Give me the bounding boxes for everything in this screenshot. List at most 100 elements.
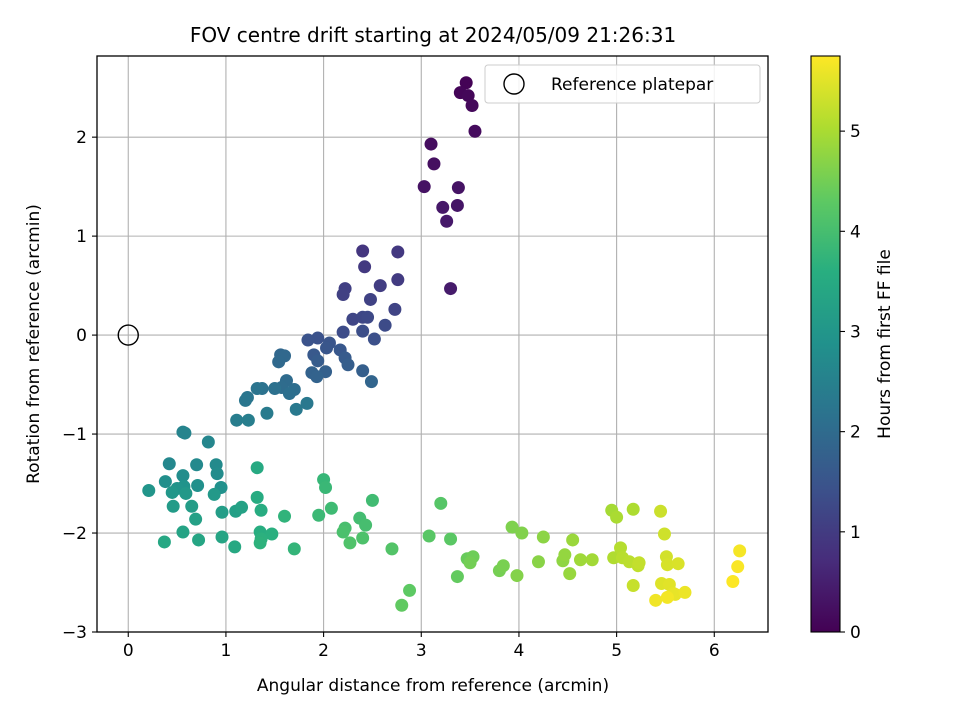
- data-point: [444, 282, 458, 296]
- reference-marker: [117, 324, 139, 346]
- data-point: [268, 382, 282, 396]
- data-point: [282, 386, 296, 400]
- data-point: [626, 502, 640, 516]
- reference-point: [117, 324, 139, 346]
- data-point: [346, 312, 360, 326]
- y-tick-label: −3: [62, 623, 87, 643]
- x-axis-label: Angular distance from reference (arcmin): [257, 676, 609, 696]
- data-point: [558, 548, 572, 562]
- data-point: [287, 542, 301, 556]
- data-point: [207, 487, 221, 501]
- data-point: [179, 486, 193, 500]
- data-point: [250, 490, 264, 504]
- y-tick-label: 1: [76, 227, 87, 247]
- data-point: [158, 475, 172, 489]
- data-points: [142, 76, 747, 612]
- data-point: [632, 556, 646, 570]
- plot-frame: [96, 55, 769, 633]
- data-point: [563, 567, 577, 581]
- x-tick-label: 4: [514, 641, 525, 661]
- data-point: [515, 526, 529, 540]
- data-point: [185, 499, 199, 513]
- data-point: [422, 529, 436, 543]
- data-point: [235, 500, 249, 514]
- data-point: [324, 501, 338, 515]
- x-tick-label: 6: [709, 641, 720, 661]
- legend-box: [484, 64, 761, 104]
- data-point: [336, 288, 350, 302]
- data-point: [388, 302, 402, 316]
- data-point: [356, 244, 370, 258]
- data-point: [250, 461, 264, 475]
- colorbar-tick-label: 3: [850, 322, 861, 342]
- x-tick-label: 1: [221, 641, 232, 661]
- data-point: [359, 518, 373, 532]
- colorbar-tick-label: 4: [850, 222, 861, 242]
- data-point: [660, 558, 674, 572]
- data-point: [614, 541, 628, 555]
- data-point: [343, 536, 357, 550]
- data-point: [166, 499, 180, 513]
- data-point: [660, 590, 674, 604]
- y-axis-ticks: −3 −2 −1 0 1 2: [62, 128, 97, 643]
- x-tick-label: 0: [123, 641, 134, 661]
- data-point: [356, 324, 370, 338]
- colorbar-label: Hours from first FF file: [875, 249, 895, 439]
- data-point: [373, 279, 387, 293]
- data-point: [510, 569, 524, 583]
- data-point: [678, 585, 692, 599]
- data-point: [649, 593, 663, 607]
- legend: Reference platepar: [484, 64, 761, 104]
- data-point: [451, 181, 465, 195]
- data-point: [192, 533, 206, 547]
- data-point: [536, 530, 550, 544]
- data-point: [250, 382, 264, 396]
- data-point: [300, 396, 314, 410]
- data-point: [191, 479, 205, 493]
- data-point: [385, 542, 399, 556]
- data-point: [505, 520, 519, 534]
- data-point: [272, 355, 286, 369]
- data-point: [573, 553, 587, 567]
- legend-entry-reference: Reference platepar: [551, 75, 713, 95]
- data-point: [726, 575, 740, 589]
- data-point: [336, 325, 350, 339]
- data-point: [278, 509, 292, 523]
- data-point: [496, 559, 510, 573]
- data-point: [311, 331, 325, 345]
- data-point: [468, 124, 482, 138]
- data-point: [395, 598, 409, 612]
- colorbar-gradient: [810, 55, 841, 633]
- data-point: [210, 467, 224, 481]
- chart-title: FOV centre drift starting at 2024/05/09 …: [190, 23, 676, 47]
- data-point: [358, 260, 372, 274]
- y-tick-label: 2: [76, 128, 87, 148]
- data-point: [391, 273, 405, 287]
- data-point: [424, 137, 438, 151]
- data-point: [671, 557, 685, 571]
- data-point: [341, 358, 355, 372]
- data-point: [364, 375, 378, 389]
- data-point: [228, 540, 242, 554]
- data-point: [254, 503, 268, 517]
- data-point: [142, 483, 156, 497]
- colorbar-ticks: 0 1 2 3 4 5: [840, 122, 861, 643]
- data-point: [459, 76, 473, 90]
- data-point: [427, 157, 441, 171]
- data-point: [654, 504, 668, 518]
- data-point: [356, 364, 370, 378]
- data-point: [157, 535, 171, 549]
- data-point: [610, 510, 624, 524]
- data-point: [463, 556, 477, 570]
- data-point: [367, 332, 381, 346]
- data-point: [356, 531, 370, 545]
- data-point: [336, 525, 350, 539]
- data-point: [436, 200, 450, 214]
- data-point: [215, 530, 229, 544]
- data-point: [178, 426, 192, 440]
- colorbar-tick-label: 2: [850, 423, 861, 443]
- data-point: [403, 583, 417, 597]
- data-point: [365, 493, 379, 507]
- data-point: [312, 508, 326, 522]
- data-point: [265, 527, 279, 541]
